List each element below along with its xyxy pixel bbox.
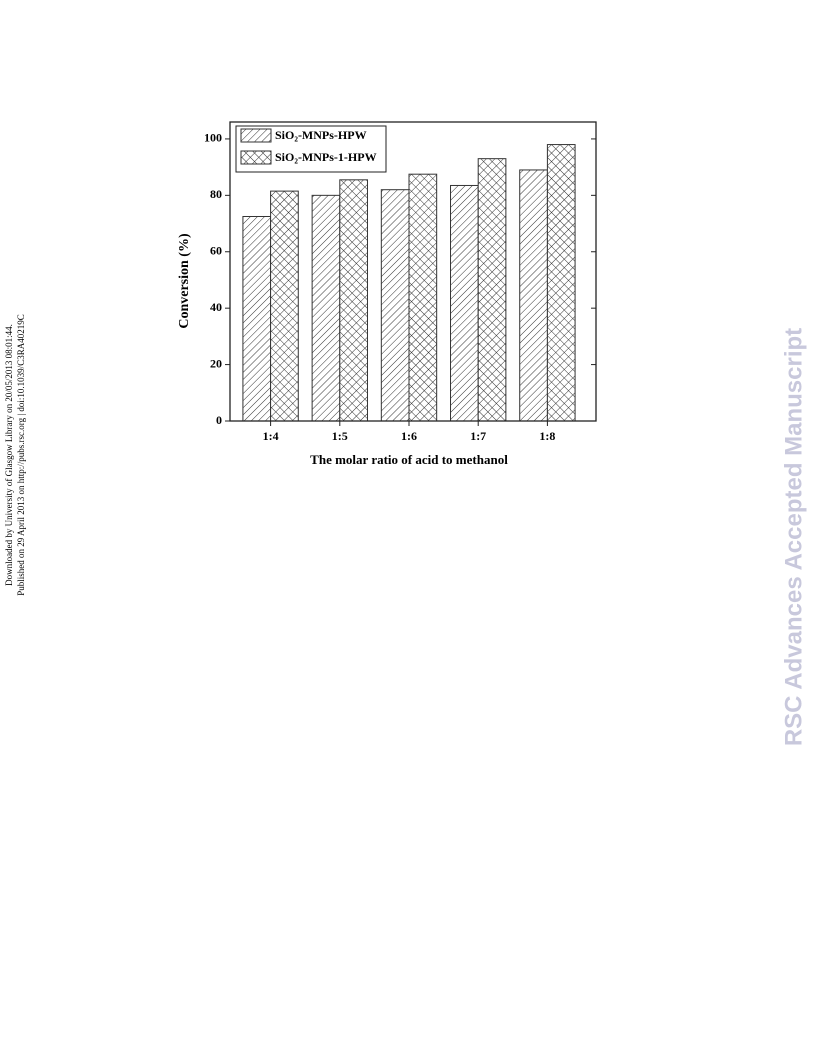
y-axis-label: Conversion (%) [177, 233, 192, 329]
x-tick-label: 1:6 [401, 429, 417, 443]
y-tick-label: 20 [210, 356, 222, 370]
x-tick-label: 1:5 [332, 429, 348, 443]
bar [519, 169, 548, 422]
plot-frame [229, 121, 597, 422]
bar [242, 215, 272, 422]
legend-swatch [240, 128, 272, 143]
y-tick-label: 100 [204, 131, 222, 145]
x-tick-label: 1:7 [470, 429, 486, 443]
x-tick-label: 1:4 [263, 429, 279, 443]
legend-label: SiO₂-MNPs-1-HPW [275, 150, 377, 164]
bar [546, 144, 576, 422]
x-axis-label: The molar ratio of acid to methanol [310, 452, 508, 467]
bar [270, 190, 299, 422]
bar [408, 173, 438, 422]
y-tick-label: 80 [210, 187, 222, 201]
watermark: RSC Advances Accepted Manuscript [780, 328, 807, 746]
legend-swatch [240, 150, 272, 165]
y-tick-label: 40 [210, 300, 222, 314]
side-note: Downloaded by University of Glasgow Libr… [4, 324, 14, 586]
bar [380, 189, 410, 422]
bar [450, 184, 479, 422]
bar [311, 194, 341, 422]
side-note: Published on 29 April 2013 on http://pub… [16, 314, 26, 595]
y-tick-label: 0 [216, 413, 222, 427]
x-tick-label: 1:8 [539, 429, 555, 443]
bar [477, 158, 507, 422]
legend-label: SiO₂-MNPs-HPW [275, 128, 367, 142]
y-tick-label: 60 [210, 244, 222, 258]
bar [339, 179, 368, 422]
